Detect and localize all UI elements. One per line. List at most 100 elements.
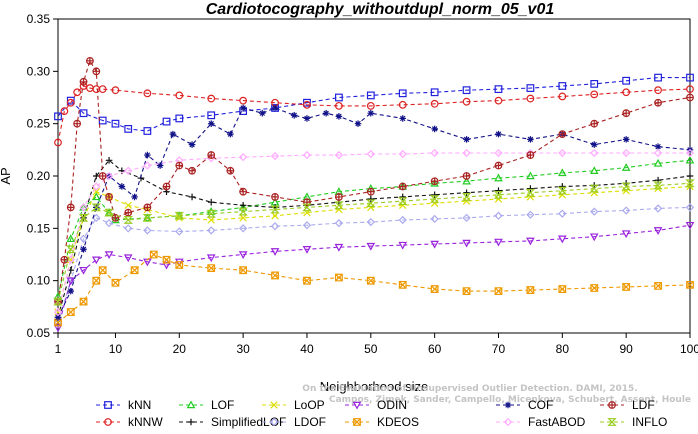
series-fastabod bbox=[53, 148, 695, 317]
data-point bbox=[334, 201, 344, 210]
legend-item-odin: ODIN bbox=[345, 398, 407, 412]
data-point bbox=[558, 209, 567, 218]
data-point bbox=[207, 264, 216, 273]
data-point bbox=[53, 307, 63, 317]
data-point bbox=[143, 161, 152, 170]
data-point bbox=[366, 276, 375, 285]
data-point bbox=[104, 218, 114, 228]
legend-item-cof: COF bbox=[496, 398, 553, 412]
data-point bbox=[354, 120, 362, 127]
data-point bbox=[207, 151, 216, 159]
legend-item-loop: LoOP bbox=[262, 398, 325, 412]
data-point bbox=[621, 163, 631, 171]
data-point bbox=[239, 214, 247, 222]
data-point bbox=[207, 226, 216, 235]
series-ldof bbox=[53, 203, 695, 327]
data-point bbox=[238, 251, 248, 260]
data-point bbox=[654, 98, 662, 107]
data-point bbox=[525, 188, 536, 197]
data-point bbox=[111, 86, 120, 95]
data-point bbox=[270, 222, 280, 231]
data-point bbox=[622, 206, 631, 215]
data-point bbox=[86, 57, 94, 65]
legend-marker bbox=[104, 401, 112, 409]
series-cof bbox=[54, 104, 694, 321]
data-point bbox=[686, 73, 694, 82]
data-point bbox=[271, 193, 279, 201]
data-point bbox=[430, 178, 439, 187]
data-point bbox=[398, 100, 407, 109]
data-point bbox=[258, 109, 266, 117]
legend-item-fastabod: FastABOD bbox=[496, 415, 586, 429]
data-point bbox=[66, 277, 76, 286]
data-point bbox=[271, 104, 279, 112]
data-point bbox=[494, 148, 503, 158]
data-point bbox=[366, 101, 375, 110]
data-point bbox=[367, 195, 375, 203]
data-point bbox=[462, 287, 471, 296]
data-point bbox=[175, 261, 184, 269]
data-point bbox=[104, 208, 114, 217]
data-point bbox=[73, 119, 82, 128]
series-line bbox=[57, 59, 691, 302]
data-point bbox=[494, 238, 503, 247]
x-tick-label: 20 bbox=[173, 342, 187, 356]
data-point bbox=[493, 190, 504, 199]
data-point bbox=[686, 172, 694, 180]
data-point bbox=[118, 183, 126, 190]
data-point bbox=[558, 82, 567, 90]
data-point bbox=[494, 96, 503, 105]
series-layer bbox=[53, 57, 695, 333]
y-tick-label: 0.35 bbox=[27, 12, 51, 26]
data-point bbox=[653, 158, 663, 167]
data-point bbox=[239, 266, 248, 275]
data-point bbox=[67, 287, 75, 295]
data-point bbox=[104, 251, 114, 260]
y-tick-label: 0.10 bbox=[27, 274, 51, 288]
data-point bbox=[430, 177, 439, 186]
data-point bbox=[334, 150, 344, 160]
data-point bbox=[462, 148, 471, 158]
data-point bbox=[654, 282, 662, 290]
data-point bbox=[398, 182, 407, 191]
data-point bbox=[558, 235, 567, 244]
data-point bbox=[462, 176, 471, 185]
data-point bbox=[98, 172, 107, 180]
data-point bbox=[175, 161, 184, 170]
data-point bbox=[494, 173, 503, 182]
data-point bbox=[558, 148, 567, 158]
data-point bbox=[207, 120, 215, 127]
data-point bbox=[302, 221, 312, 230]
data-point bbox=[526, 237, 535, 246]
x-tick-label: 80 bbox=[556, 342, 570, 356]
data-point bbox=[270, 248, 280, 256]
data-point bbox=[91, 256, 101, 265]
data-point bbox=[124, 224, 133, 233]
data-point bbox=[430, 285, 439, 293]
data-point bbox=[654, 86, 662, 95]
x-tick-label: 1 bbox=[55, 342, 62, 356]
data-point bbox=[105, 193, 113, 201]
data-point bbox=[367, 109, 375, 117]
legend-marker bbox=[504, 401, 512, 409]
legend-marker bbox=[352, 401, 362, 410]
series-line bbox=[57, 77, 690, 132]
x-tick-label: 90 bbox=[619, 342, 633, 356]
data-point bbox=[622, 136, 630, 143]
data-point bbox=[271, 212, 279, 220]
data-point bbox=[188, 193, 196, 201]
data-point bbox=[111, 119, 120, 128]
data-point bbox=[589, 166, 599, 175]
data-point bbox=[60, 107, 69, 116]
data-point bbox=[143, 226, 152, 235]
data-point bbox=[430, 148, 439, 158]
data-point bbox=[621, 230, 631, 239]
data-point bbox=[66, 245, 76, 254]
data-point bbox=[398, 280, 407, 289]
legend-label: LOF bbox=[211, 398, 234, 412]
data-point bbox=[162, 261, 171, 270]
data-point bbox=[462, 86, 471, 95]
data-point bbox=[54, 138, 62, 147]
legend-marker bbox=[270, 401, 278, 409]
